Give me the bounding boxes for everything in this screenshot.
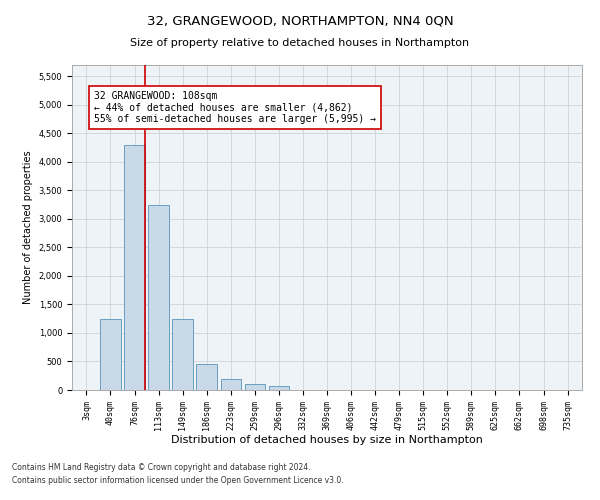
Bar [196, 364, 217, 390]
Bar [245, 384, 265, 390]
Text: Size of property relative to detached houses in Northampton: Size of property relative to detached ho… [130, 38, 470, 48]
Text: 32 GRANGEWOOD: 108sqm
← 44% of detached houses are smaller (4,862)
55% of semi-d: 32 GRANGEWOOD: 108sqm ← 44% of detached … [94, 90, 376, 124]
Bar [221, 378, 241, 390]
Bar [148, 204, 169, 390]
Text: 32, GRANGEWOOD, NORTHAMPTON, NN4 0QN: 32, GRANGEWOOD, NORTHAMPTON, NN4 0QN [146, 15, 454, 28]
Bar [172, 318, 193, 390]
Text: Contains public sector information licensed under the Open Government Licence v3: Contains public sector information licen… [12, 476, 344, 485]
Y-axis label: Number of detached properties: Number of detached properties [23, 150, 33, 304]
Bar [124, 145, 145, 390]
Bar [269, 386, 289, 390]
Bar [100, 318, 121, 390]
X-axis label: Distribution of detached houses by size in Northampton: Distribution of detached houses by size … [171, 436, 483, 446]
Text: Contains HM Land Registry data © Crown copyright and database right 2024.: Contains HM Land Registry data © Crown c… [12, 464, 311, 472]
